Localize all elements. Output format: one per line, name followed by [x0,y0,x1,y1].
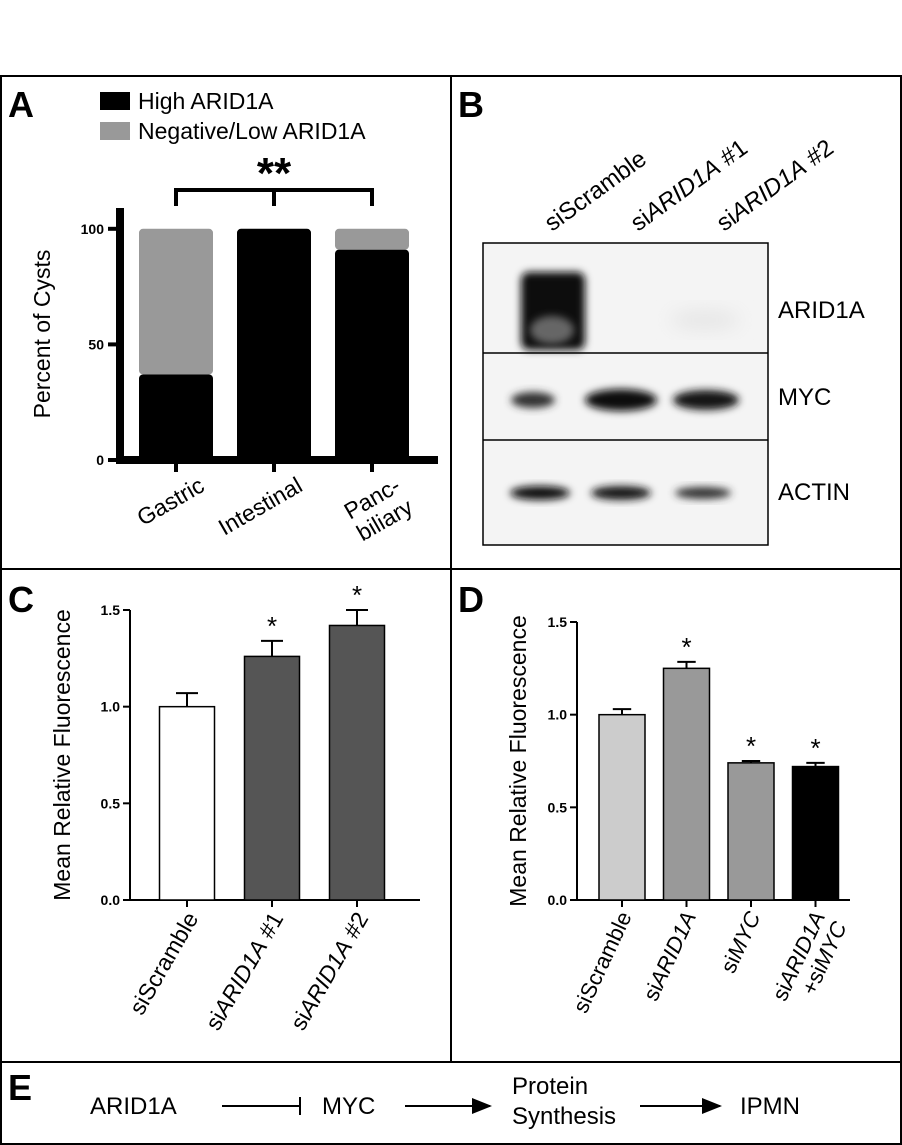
bar-segment [139,228,213,375]
y-tick-label: 0.5 [101,795,121,811]
y-tick-label: 0 [96,452,104,468]
significance-bracket [174,188,374,206]
x-tick-label: siARID1A #2 [285,908,373,1035]
y-tick-label: 1.0 [548,707,568,723]
x-tick-label: siScramble [124,908,203,1020]
y-axis-label: Percent of Cysts [29,250,55,419]
legend-swatch [100,122,130,140]
y-tick-label: 0.0 [101,892,121,908]
significance-label: ** [257,149,292,198]
significance-star: * [810,733,820,763]
significance-star: * [352,580,362,610]
bar-segment [237,228,311,460]
panel-letter: C [8,579,34,620]
y-tick-label: 100 [81,221,105,237]
blot-row-label: ACTIN [778,479,850,506]
bar [727,762,775,901]
bar [243,655,301,901]
significance-star: * [746,731,756,761]
bar [158,705,216,901]
bar [791,765,840,901]
x-tick-label: siScramble [568,908,637,1017]
panel-frames [0,75,902,1145]
y-tick-label: 50 [88,336,104,352]
bar-segment [335,249,409,460]
y-tick-label: 1.0 [101,699,121,715]
panel-letter: D [458,579,484,620]
panel-letter: B [458,84,484,125]
legend-label: Negative/Low ARID1A [138,118,366,144]
y-axis-label: Mean Relative Fluorescence [505,615,531,906]
x-tick-label: siARID1A #1 [200,908,288,1035]
y-tick-label: 1.5 [548,614,568,630]
y-tick-label: 0.5 [548,799,568,815]
pathway-arrows [222,1097,722,1115]
western-blot [482,242,769,546]
pathway-node: MYC [322,1093,375,1120]
blot-row-label: MYC [778,384,831,411]
y-tick-label: 1.5 [101,602,121,618]
x-tick-label: siARID1A [638,908,701,1005]
x-tick-label: siARID1A+siMYC [767,907,852,1014]
x-tick-label: siMYC [715,907,765,976]
bar-segment [139,374,213,460]
bar [662,667,711,901]
legend-label: High ARID1A [138,88,274,114]
significance-star: * [267,611,277,641]
significance-star: * [681,632,691,662]
bar [598,713,646,901]
blot-row-label: ARID1A [778,297,865,324]
legend-swatch [100,92,130,110]
pathway-node: Protein Synthesis [512,1073,616,1130]
bar-segment [335,228,409,250]
pathway-node: ARID1A [90,1093,177,1120]
pathway-node: IPMN [740,1093,800,1120]
x-tick-label: Intestinal [214,472,307,541]
x-tick-label: Gastric [132,472,208,531]
panel-letter: A [8,84,34,125]
x-tick-label: Panc-biliary [339,472,417,546]
y-tick-label: 0.0 [548,892,568,908]
panel-letter: E [8,1067,32,1108]
bar [328,624,386,901]
y-axis-label: Mean Relative Fluorescence [49,609,75,900]
